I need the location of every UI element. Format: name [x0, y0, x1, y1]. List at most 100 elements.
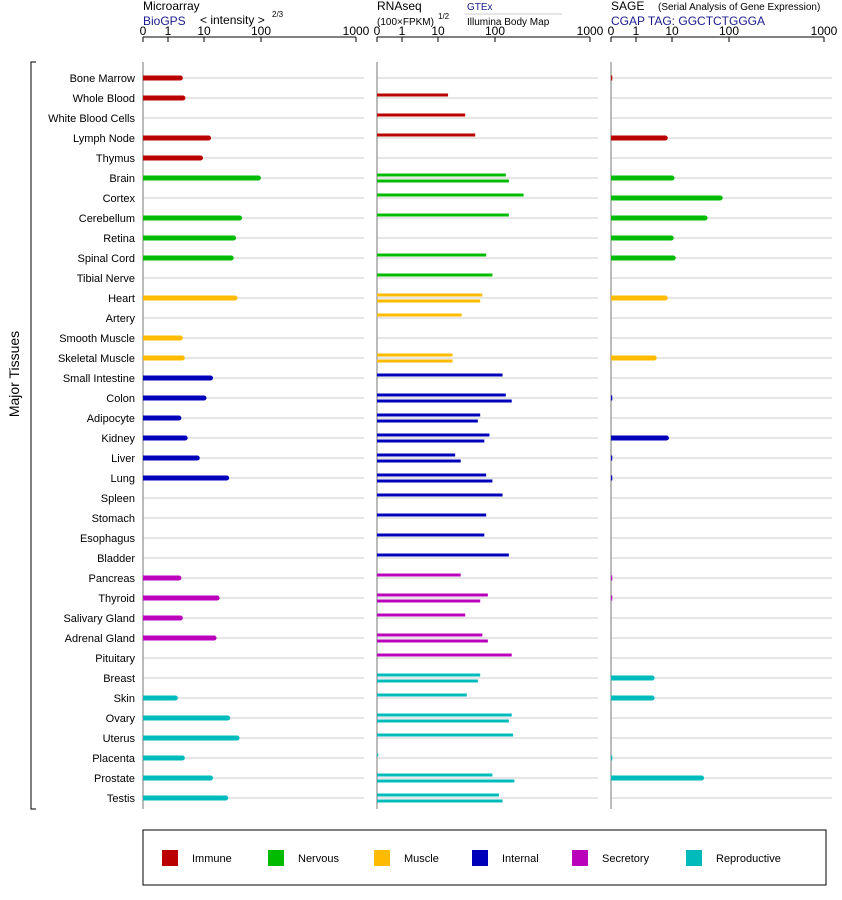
legend-swatch-secretory	[572, 850, 588, 866]
tissue-label: Skin	[114, 693, 135, 705]
sage-bar-cap	[651, 355, 657, 361]
microarray-bar-cap	[207, 775, 213, 781]
microarray-bar-cap	[207, 375, 213, 381]
microarray-bar-cap	[231, 235, 237, 241]
y-axis-bracket	[30, 61, 36, 810]
legend-swatch-nervous	[268, 850, 284, 866]
rnaseq-tick-label: 1	[399, 24, 406, 38]
tissue-label: Stomach	[92, 513, 135, 525]
tissue-label: Lung	[111, 473, 135, 485]
rnaseq-title: RNAseq	[377, 0, 422, 13]
tissue-label: Bladder	[97, 553, 135, 565]
microarray-bar-cap	[225, 715, 231, 721]
legend-label-muscle: Muscle	[404, 853, 439, 865]
tissue-label: Whole Blood	[73, 93, 135, 105]
tissue-label: White Blood Cells	[48, 113, 135, 125]
tissue-label: Adrenal Gland	[65, 633, 135, 645]
legend-swatch-muscle	[374, 850, 390, 866]
tissue-label: Testis	[107, 793, 136, 805]
tissue-label: Breast	[103, 673, 135, 685]
microarray-bar-cap	[211, 635, 217, 641]
microarray-tick-label: 10	[197, 24, 211, 38]
tissue-label: Thyroid	[98, 593, 135, 605]
rnaseq-unit-label: (100×FPKM)	[377, 17, 434, 28]
sage-tick-label: 1	[633, 24, 640, 38]
tissue-label: Skeletal Muscle	[58, 353, 135, 365]
sage-tick-label: 10	[665, 24, 679, 38]
sage-bar-cap	[702, 215, 708, 221]
microarray-bar-cap	[214, 595, 220, 601]
tissue-label: Esophagus	[80, 533, 136, 545]
microarray-bar-cap	[224, 475, 230, 481]
tissue-label: Spinal Cord	[78, 253, 135, 265]
tissue-labels-group: Bone Marrow Whole Blood White Blood Cells L…	[48, 73, 136, 805]
tissue-label: Thymus	[96, 153, 136, 165]
microarray-bar-cap	[172, 695, 178, 701]
microarray-bar-cap	[206, 135, 212, 141]
microarray-bar-cap	[228, 255, 234, 261]
tissue-label: Heart	[108, 293, 135, 305]
sage-title: SAGE	[611, 0, 644, 13]
sage-bar-cap	[668, 235, 674, 241]
tissue-label: Salivary Gland	[63, 613, 135, 625]
tissue-label: Lymph Node	[73, 133, 135, 145]
rnaseq-panel: 0 1 10 100 1000	[374, 24, 604, 809]
tissue-label: Cerebellum	[79, 213, 135, 225]
legend-label-internal: Internal	[502, 853, 539, 865]
microarray-bar-cap	[194, 455, 200, 461]
tissue-label: Pituitary	[95, 653, 135, 665]
sage-bar-cap	[717, 195, 723, 201]
tissue-label: Adipocyte	[87, 413, 135, 425]
legend-group: Immune Nervous Muscle Internal Secretory Repr…	[162, 850, 781, 866]
microarray-bar-cap	[176, 575, 182, 581]
rnaseq-source-gtex: GTEx	[467, 2, 493, 13]
sage-tick-label: 0	[608, 24, 615, 38]
rnaseq-tick-label: 0	[374, 24, 381, 38]
tissue-label: Cortex	[103, 193, 136, 205]
tissue-label: Spleen	[101, 493, 135, 505]
microarray-title: Microarray	[143, 0, 200, 13]
microarray-bar-cap	[176, 415, 182, 421]
legend-swatch-immune	[162, 850, 178, 866]
sage-bar-cap	[649, 695, 655, 701]
microarray-bar-cap	[177, 75, 183, 81]
tissue-label: Kidney	[101, 433, 135, 445]
sage-bar-cap	[699, 775, 705, 781]
microarray-unit-exponent: 2/3	[272, 10, 284, 19]
sage-subtitle: (Serial Analysis of Gene Expression)	[658, 2, 820, 13]
microarray-bar-cap	[177, 615, 183, 621]
microarray-bar-cap	[177, 335, 183, 341]
sage-bar-cap	[662, 295, 668, 301]
legend-label-immune: Immune	[192, 853, 232, 865]
tissue-label: Placenta	[92, 753, 136, 765]
rnaseq-source-ibm: Illumina Body Map	[467, 17, 550, 28]
microarray-tick-label: 1	[165, 24, 172, 38]
sage-bar-cap	[669, 175, 675, 181]
tissue-label: Smooth Muscle	[59, 333, 135, 345]
rnaseq-unit-exponent: 1/2	[438, 12, 450, 21]
microarray-bar-cap	[232, 295, 238, 301]
tissue-label: Tibial Nerve	[77, 273, 135, 285]
sage-tag: CGAP TAG: GGCTCTGGGA	[611, 14, 765, 28]
sage-bar-cap	[670, 255, 676, 261]
sage-panel: 0 1 10 100 1000	[608, 24, 838, 809]
microarray-tick-label: 100	[251, 24, 271, 38]
rnaseq-tick-label: 1000	[577, 24, 604, 38]
legend-swatch-reproductive	[686, 850, 702, 866]
tissue-label: Brain	[109, 173, 135, 185]
microarray-bar-cap	[180, 95, 186, 101]
legend-label-reproductive: Reproductive	[716, 853, 781, 865]
sage-tick-label: 1000	[811, 24, 838, 38]
panels-group: 0 1 10 100 1000 0 1 10 100 1000 0 1 10 100 1000	[140, 24, 838, 809]
microarray-bar-cap	[223, 795, 229, 801]
tissue-label: Bone Marrow	[70, 73, 135, 85]
sage-bar-cap	[649, 675, 655, 681]
microarray-bar-cap	[179, 755, 185, 761]
tissue-label: Liver	[111, 453, 135, 465]
microarray-bar-cap	[182, 435, 188, 441]
microarray-bar-cap	[237, 215, 243, 221]
tissue-label: Ovary	[106, 713, 136, 725]
tissue-label: Retina	[103, 233, 136, 245]
sage-bar-cap	[662, 135, 668, 141]
